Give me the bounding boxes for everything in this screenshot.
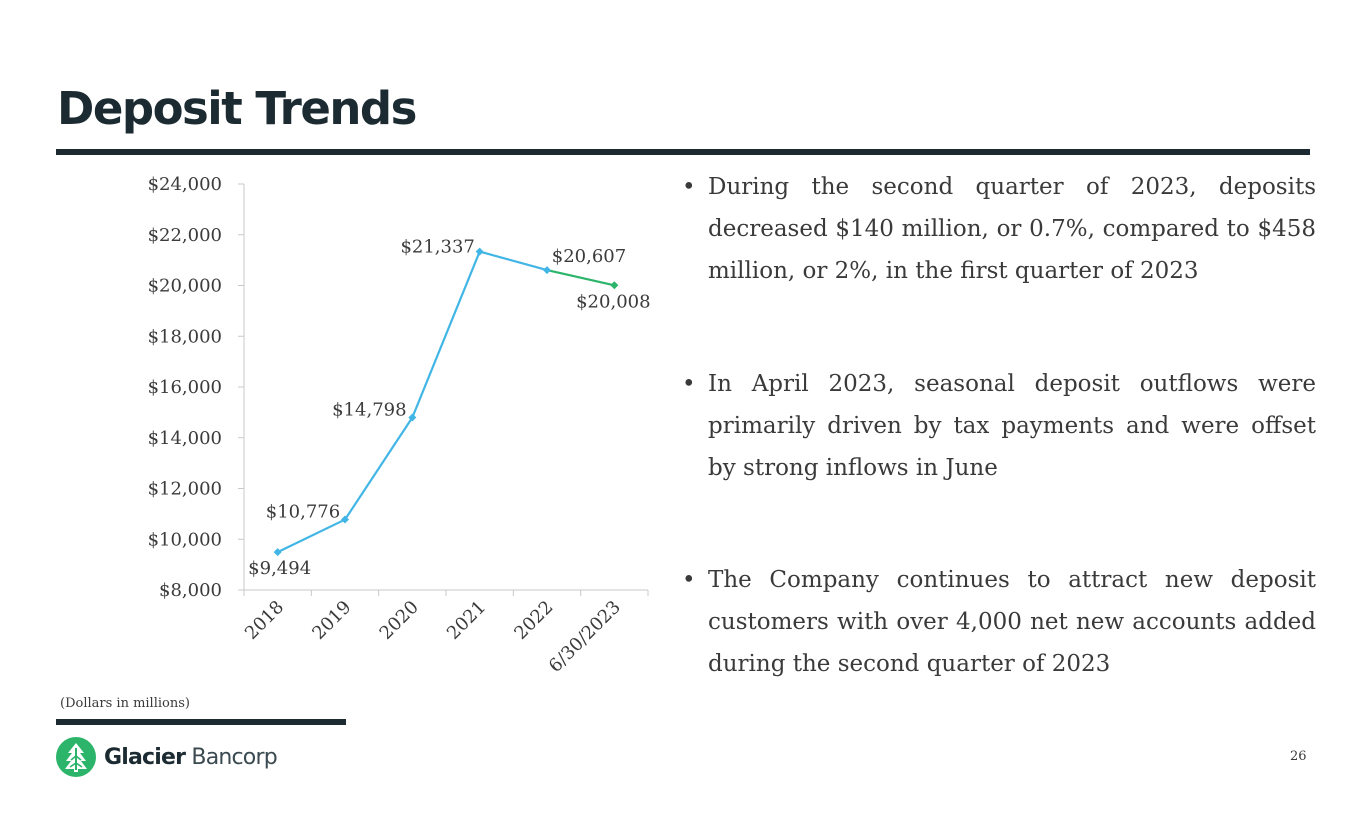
y-tick-label: $16,000	[148, 377, 222, 398]
company-logo: Glacier Bancorp	[55, 736, 278, 778]
data-label: $20,607	[552, 246, 626, 267]
y-tick-label: $18,000	[148, 326, 222, 347]
x-tick-label: 2019	[308, 597, 355, 644]
data-point-marker	[408, 413, 417, 422]
y-tick-label: $22,000	[148, 225, 222, 246]
series-line-segment	[277, 518, 346, 554]
page-title: Deposit Trends	[57, 82, 417, 135]
data-point-marker	[543, 266, 551, 275]
company-name-light: Bancorp	[185, 744, 277, 770]
series-line-segment	[411, 251, 481, 418]
y-tick-label: $14,000	[148, 428, 222, 449]
data-point-marker	[475, 247, 484, 256]
x-tick-label: 2018	[241, 597, 288, 644]
title-divider	[56, 149, 1310, 155]
data-label: $14,798	[332, 400, 406, 421]
units-footnote: (Dollars in millions)	[60, 696, 190, 711]
data-label: $21,337	[400, 237, 474, 258]
glacier-tree-logo-icon	[56, 737, 96, 777]
bullet-seasonal-outflows: • In April 2023, seasonal deposit outflo…	[680, 363, 1316, 489]
y-tick-label: $10,000	[148, 529, 222, 550]
data-point-marker	[610, 281, 619, 290]
series-line-segment	[344, 416, 414, 521]
bullet-dot-icon: •	[682, 174, 696, 200]
x-tick-label: 2022	[510, 597, 557, 644]
y-tick-label: $8,000	[159, 580, 222, 601]
deposit-line-chart: $8,000 $10,000 $12,000 $14,000 $16,000 $18,00…	[148, 174, 651, 677]
data-label: $10,776	[266, 502, 340, 523]
bullet-text: The Company continues to attract new dep…	[708, 567, 1316, 677]
bullet-new-accounts: • The Company continues to attract new d…	[680, 559, 1316, 685]
company-name: Glacier Bancorp	[104, 744, 278, 770]
data-point-marker	[341, 515, 349, 524]
page-number: 26	[1290, 749, 1307, 764]
footer-divider	[56, 719, 346, 725]
company-name-bold: Glacier	[104, 744, 186, 770]
y-tick-label: $24,000	[148, 174, 222, 195]
bullet-dot-icon: •	[682, 371, 696, 397]
series-line-segment	[479, 250, 548, 272]
bullet-dot-icon: •	[682, 567, 696, 593]
bullet-text: During the second quarter of 2023, depos…	[708, 174, 1316, 284]
x-tick-label: 6/30/2023	[545, 597, 625, 677]
y-tick-label: $12,000	[148, 479, 222, 500]
data-label: $20,008	[576, 291, 650, 312]
y-tick-label: $20,000	[148, 276, 222, 297]
bullet-text: In April 2023, seasonal deposit outflows…	[708, 371, 1316, 481]
x-tick-label: 2021	[443, 597, 490, 644]
x-tick-label: 2020	[376, 597, 423, 644]
series-line-segment	[546, 269, 615, 287]
bullet-deposits-decrease: • During the second quarter of 2023, dep…	[680, 166, 1316, 292]
data-label: $9,494	[248, 558, 311, 579]
data-point-marker	[273, 548, 282, 557]
